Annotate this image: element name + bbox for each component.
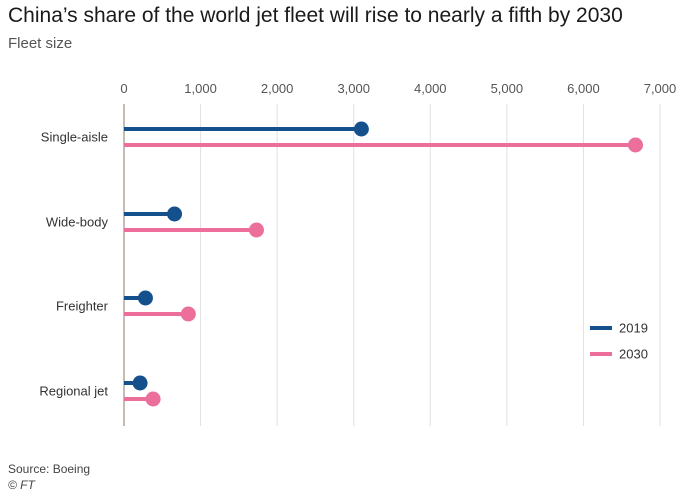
legend-label: 2030 (619, 347, 648, 362)
x-tick-label: 5,000 (491, 81, 524, 96)
x-tick-label: 1,000 (184, 81, 217, 96)
category-label: Regional jet (39, 384, 108, 399)
category-labels: Single-aisle Wide-body Freighter Regional j… (39, 130, 108, 399)
credit-note: © FT (8, 478, 35, 492)
source-note: Source: Boeing (8, 462, 91, 476)
lollipop-dot (167, 206, 183, 222)
legend: 2019 2030 (590, 321, 648, 362)
lollipop-dot (137, 290, 153, 306)
x-axis-ticks: 0 1,000 2,000 3,000 4,000 5,000 6,000 7,000 (120, 81, 676, 96)
lollipop-dot (353, 121, 369, 137)
category-label: Freighter (56, 299, 109, 314)
lollipop-dot (180, 306, 196, 322)
lollipop-dot (145, 391, 161, 407)
x-tick-label: 4,000 (414, 81, 447, 96)
lollipop-dot (248, 222, 264, 238)
x-tick-label: 3,000 (337, 81, 370, 96)
lollipop-dot (132, 375, 148, 391)
category-label: Wide-body (46, 215, 109, 230)
category-label: Single-aisle (41, 130, 108, 145)
x-tick-label: 6,000 (567, 81, 600, 96)
chart-subtitle: Fleet size (8, 35, 73, 52)
lollipop-dot (627, 137, 643, 153)
chart-marks (124, 121, 643, 407)
chart-title: China’s share of the world jet fleet wil… (8, 4, 623, 27)
legend-label: 2019 (619, 321, 648, 336)
x-tick-label: 7,000 (644, 81, 677, 96)
x-tick-label: 0 (120, 81, 127, 96)
gridlines (123, 104, 661, 426)
x-tick-label: 2,000 (261, 81, 294, 96)
